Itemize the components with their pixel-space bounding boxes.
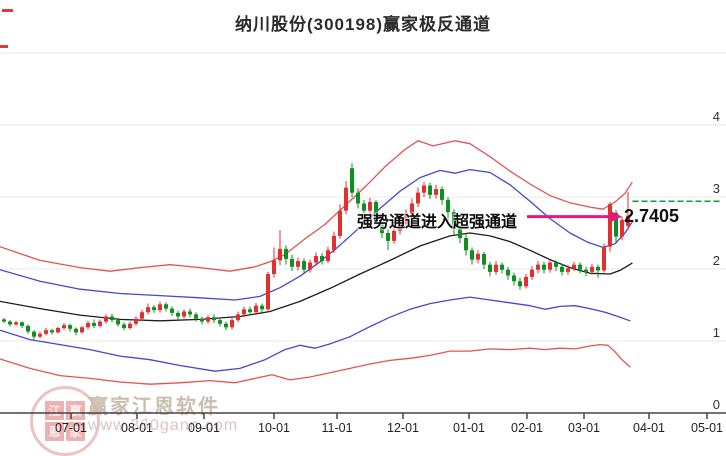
y-axis-tick-label: 2 bbox=[712, 253, 720, 268]
x-axis-tick-label: 04-01 bbox=[633, 421, 665, 435]
y-axis-tick-label: 3 bbox=[712, 181, 720, 196]
page-title: 纳川股份(300198)赢家极反通道 bbox=[234, 15, 492, 34]
x-axis-tick-label: 09-01 bbox=[188, 421, 220, 435]
price-value-label: 2.7405 bbox=[624, 206, 680, 226]
x-axis-tick-label: 03-01 bbox=[568, 421, 600, 435]
watermark-seal-grid: 江 赢 恩 家 bbox=[45, 401, 85, 441]
lower-extreme-red bbox=[0, 343, 631, 385]
y-axis-tick-label: 4 bbox=[712, 109, 720, 124]
x-axis bbox=[0, 412, 726, 419]
x-axis-tick-label: 02-01 bbox=[511, 421, 543, 435]
seal-char: 恩 bbox=[45, 422, 64, 441]
seal-char: 江 bbox=[45, 401, 64, 420]
corner-marker-icon bbox=[2, 9, 13, 12]
x-axis-tick-label: 07-01 bbox=[55, 421, 87, 435]
upper-strong-blue bbox=[0, 168, 633, 301]
edge-marker-icon bbox=[0, 45, 8, 48]
watermark-url-text: www.360gann.com bbox=[88, 417, 239, 434]
seal-char: 家 bbox=[66, 422, 85, 441]
x-axis-tick-label: 11-01 bbox=[321, 421, 353, 435]
x-axis-tick-label: 05-01 bbox=[691, 421, 723, 435]
lower-weak-blue bbox=[0, 296, 631, 372]
y-axis-tick-label: 0 bbox=[712, 397, 720, 412]
channel-lines bbox=[0, 140, 723, 385]
channel-annotation-label: 强势通道进入超强通道 bbox=[357, 214, 518, 231]
x-axis-tick-label: 12-01 bbox=[387, 421, 419, 435]
y-axis-tick-label: 1 bbox=[712, 325, 720, 340]
upper-extreme-red bbox=[0, 140, 633, 272]
x-axis-tick-label: 10-01 bbox=[258, 421, 290, 435]
x-axis-tick-label: 01-01 bbox=[453, 421, 485, 435]
mid-black bbox=[0, 232, 633, 322]
x-axis-tick-label: 08-01 bbox=[121, 421, 153, 435]
gridlines bbox=[0, 52, 726, 342]
candles bbox=[2, 163, 630, 340]
annotation-arrow bbox=[527, 211, 622, 223]
